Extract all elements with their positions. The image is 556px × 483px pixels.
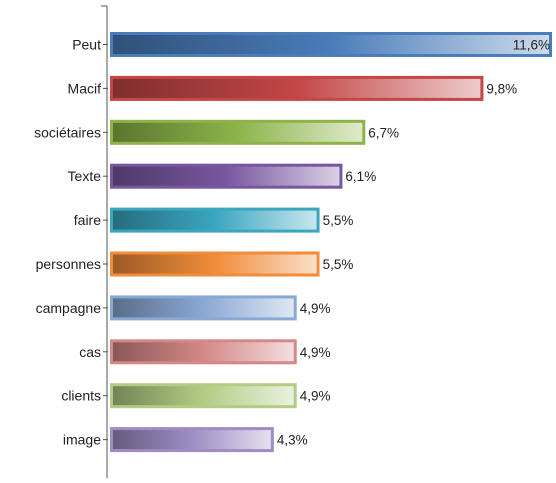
value-label: 4,9% bbox=[300, 301, 331, 316]
bar-fill bbox=[113, 430, 271, 450]
value-label: 5,5% bbox=[323, 257, 354, 272]
bar-fill bbox=[113, 342, 294, 362]
value-label: 6,1% bbox=[345, 169, 376, 184]
category-label: Texte bbox=[68, 168, 102, 184]
value-label: 4,3% bbox=[277, 433, 308, 448]
value-label: 5,5% bbox=[323, 213, 354, 228]
bar-fill bbox=[113, 210, 317, 230]
category-label: sociétaires bbox=[34, 124, 101, 140]
category-label: image bbox=[63, 432, 101, 448]
bar-fill bbox=[113, 122, 363, 142]
value-label: 4,9% bbox=[300, 345, 331, 360]
bar-fill bbox=[113, 298, 294, 318]
category-label: Macif bbox=[68, 80, 102, 96]
value-label: 6,7% bbox=[368, 125, 399, 140]
category-label: Peut bbox=[72, 37, 101, 53]
bars-group: Peut 11,6% Macif 9,8% sociétaires 6,7% Texte 6,… bbox=[34, 32, 552, 453]
category-label: cas bbox=[79, 344, 101, 360]
bar-fill bbox=[113, 166, 340, 186]
category-label: personnes bbox=[36, 256, 101, 272]
value-label: 9,8% bbox=[486, 81, 517, 96]
category-label: faire bbox=[74, 212, 101, 228]
category-label: campagne bbox=[36, 300, 102, 316]
bar-fill bbox=[113, 386, 294, 406]
value-label: 11,6% bbox=[513, 38, 550, 53]
bar-fill bbox=[113, 78, 481, 98]
value-label: 4,9% bbox=[300, 389, 331, 404]
bar-fill bbox=[113, 254, 317, 274]
category-label: clients bbox=[61, 388, 101, 404]
bar-fill bbox=[113, 35, 549, 54]
